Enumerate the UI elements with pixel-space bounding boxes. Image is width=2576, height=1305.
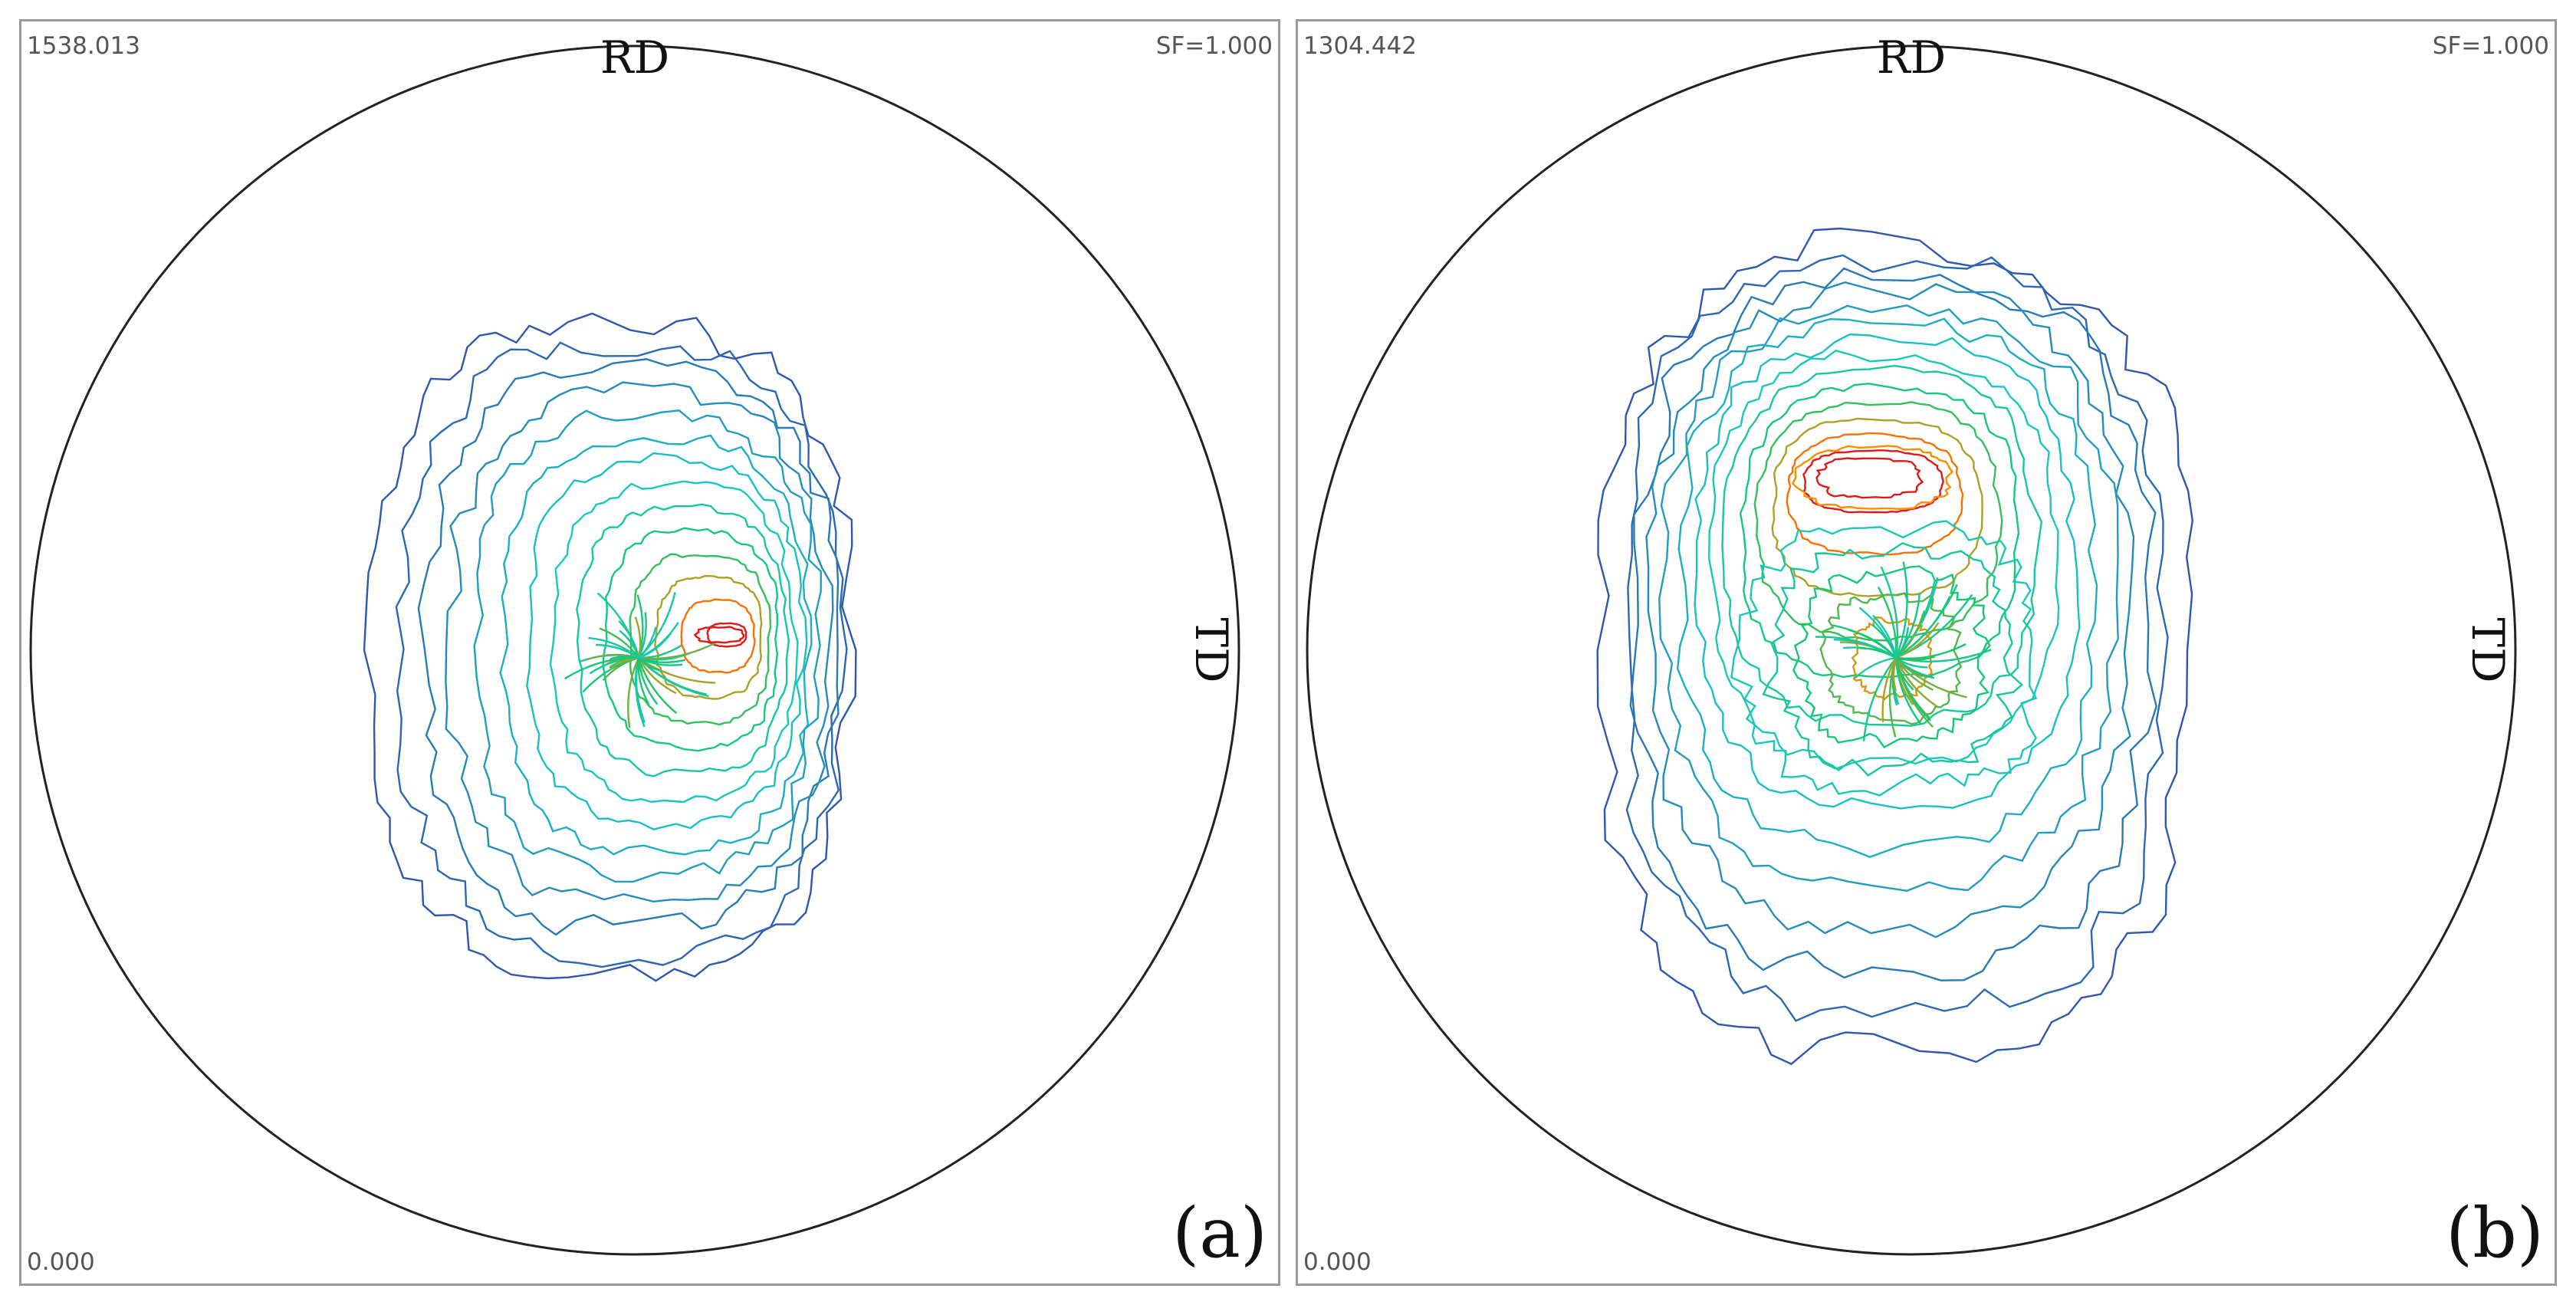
contour-ray — [1895, 656, 1936, 662]
contour-line — [576, 503, 790, 777]
pole-figure-plot-a — [29, 44, 1240, 1256]
pole-figure-panel-a: 1538.013 SF=1.000 0.000 RD TD (a) — [19, 19, 1280, 1286]
contour-peak — [693, 626, 745, 644]
contour-line — [1596, 227, 2194, 1066]
min-intensity-label: 0.000 — [27, 1248, 95, 1276]
contour-line — [445, 381, 834, 903]
contour-ray — [638, 641, 718, 660]
contour-ray — [1881, 657, 1898, 723]
contour-line — [1625, 254, 2169, 1022]
contour-ray — [638, 656, 685, 664]
projection-circle — [1306, 44, 2517, 1256]
contour-group — [1596, 227, 2194, 1066]
panel-letter: (b) — [2446, 1193, 2544, 1274]
contour-ray — [1832, 624, 1897, 659]
contour-peak — [1791, 445, 1953, 510]
contour-line — [680, 598, 756, 674]
contour-line — [1708, 349, 2060, 770]
contour-line — [549, 480, 799, 804]
contour-ray — [1854, 656, 1897, 679]
contour-ray — [1895, 626, 1909, 659]
contour-group — [363, 312, 857, 982]
contour-ray — [637, 657, 678, 715]
td-axis-label: TD — [1185, 617, 1237, 683]
contour-ray — [582, 656, 639, 693]
contour-ray — [1895, 595, 1951, 659]
contour-line — [526, 452, 808, 830]
contour-line — [499, 434, 813, 856]
contour-ray — [596, 592, 640, 659]
pole-figure-panel-b: 1304.442 SF=1.000 0.000 RD TD (b) — [1296, 19, 2557, 1286]
scale-factor-label: SF=1.000 — [1155, 32, 1273, 60]
contour-line — [363, 312, 857, 982]
contour-line — [1676, 317, 2098, 858]
contour-line — [1658, 304, 2119, 892]
contour-line — [1819, 592, 1963, 725]
contour-ray — [1880, 566, 1899, 659]
contour-line — [1629, 267, 2157, 981]
contour-line — [395, 341, 848, 968]
rd-axis-label: RD — [600, 31, 670, 84]
contour-line — [1730, 520, 2038, 797]
contour-ray — [1872, 614, 1898, 659]
contour-ray — [638, 632, 672, 659]
contour-ray — [637, 657, 650, 706]
contour-line — [1792, 565, 1991, 749]
contour-line — [1762, 542, 2024, 777]
contour-line — [602, 527, 779, 752]
td-axis-label: TD — [2462, 617, 2514, 683]
max-intensity-label: 1304.442 — [1303, 32, 1417, 60]
contour-ray — [609, 656, 639, 661]
contour-ray — [634, 616, 642, 659]
panel-letter: (a) — [1172, 1193, 1267, 1274]
contour-ray — [1894, 657, 1939, 708]
contour-ray — [635, 657, 646, 728]
contour-line — [706, 622, 748, 648]
contour-ray — [1862, 657, 1897, 741]
contour-ray — [627, 657, 640, 728]
contour-ray — [638, 657, 716, 684]
contour-line — [1786, 432, 1964, 556]
contour-ray — [1894, 561, 1908, 659]
pole-figure-plot-b — [1306, 44, 2517, 1256]
contour-ray — [638, 592, 676, 659]
contour-ray — [599, 627, 639, 659]
contour-line — [1771, 417, 1983, 597]
contour-ray — [638, 657, 662, 672]
contour-ray — [1894, 657, 1934, 728]
contour-line — [417, 358, 840, 936]
min-intensity-label: 0.000 — [1303, 1248, 1372, 1276]
contour-ray — [596, 643, 639, 659]
contour-line — [1739, 383, 2020, 679]
rd-axis-label: RD — [1876, 31, 1947, 84]
contour-ray — [1859, 647, 1897, 659]
contour-line — [1694, 333, 2081, 810]
contour-ray — [1892, 657, 1898, 692]
contour-peak — [1815, 457, 1924, 499]
projection-circle — [29, 44, 1240, 1256]
contour-line — [1721, 364, 2043, 727]
contour-line — [473, 409, 823, 883]
contour-ray — [637, 657, 677, 695]
scale-factor-label: SF=1.000 — [2432, 32, 2549, 60]
max-intensity-label: 1538.013 — [27, 32, 140, 60]
contour-line — [1645, 281, 2135, 938]
